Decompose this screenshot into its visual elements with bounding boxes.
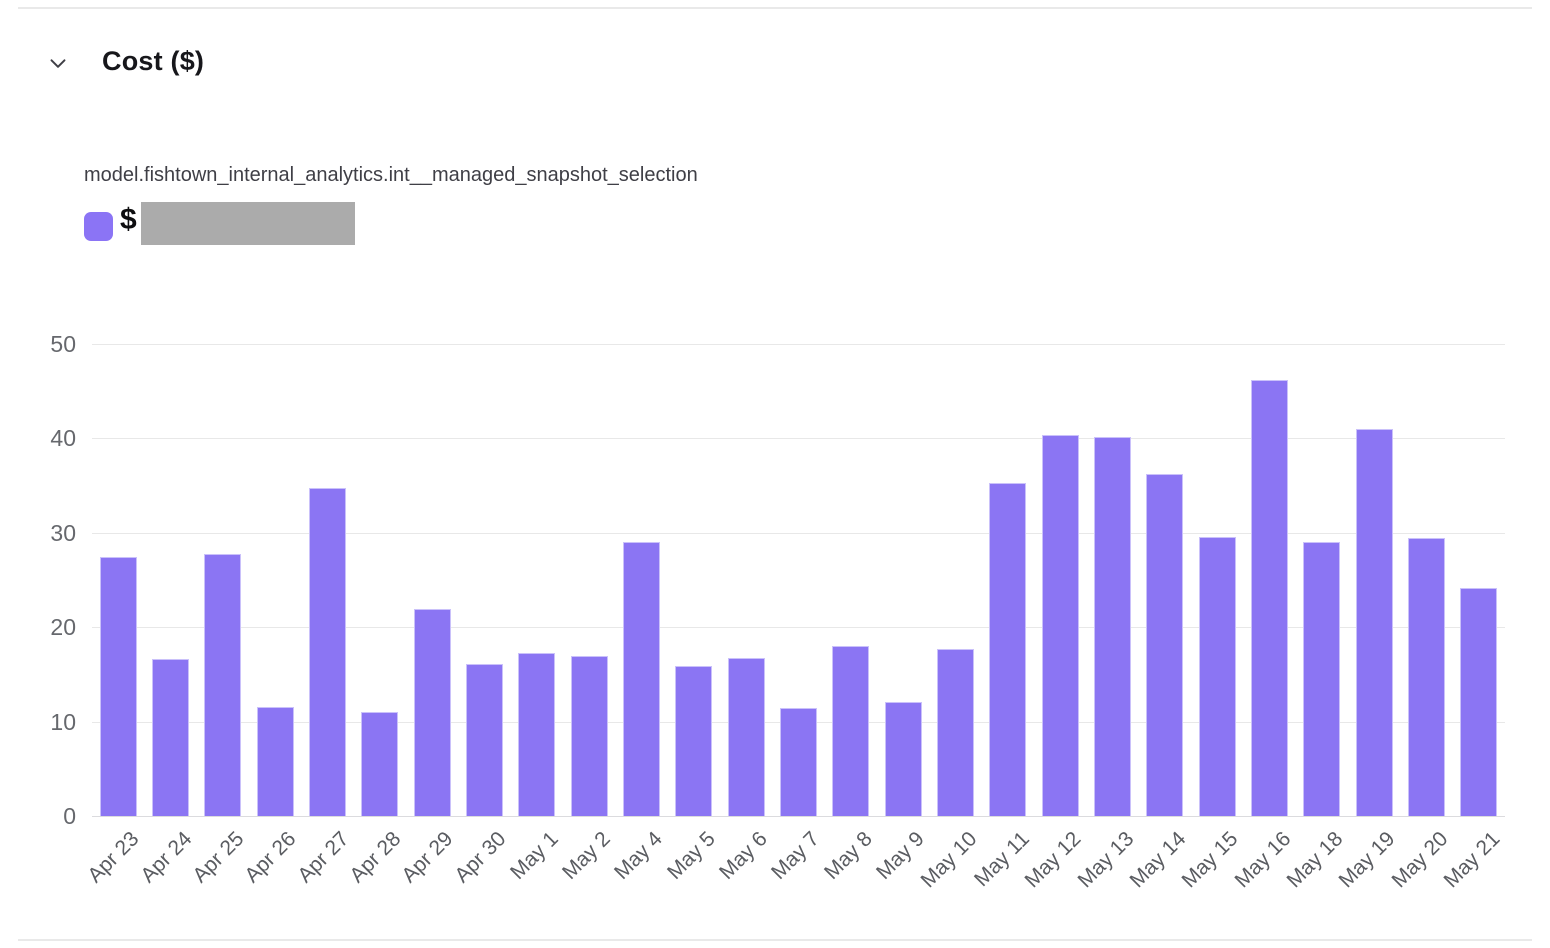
x-tick-label: May 5: [662, 827, 720, 884]
x-axis: Apr 23 Apr 24 Apr 25 Apr 26 Apr 27 Apr 28 Apr …: [84, 816, 1505, 936]
x-tick-label: May 20: [1387, 827, 1453, 893]
x-tick-label: May 1: [505, 827, 563, 884]
bar-may-19[interactable]: [1355, 428, 1393, 816]
gridline: [92, 344, 1505, 345]
x-tick-label: May 11: [969, 827, 1034, 892]
gridline: [92, 532, 1505, 534]
x-tick-label: May 16: [1230, 827, 1296, 893]
x-tick-label: May 13: [1073, 827, 1139, 893]
legend-item: $: [84, 200, 484, 248]
bar-may-6[interactable]: [727, 658, 765, 816]
x-tick-label: Apr 25: [188, 827, 249, 888]
bar-may-20[interactable]: [1408, 537, 1445, 816]
y-tick-label: 50: [50, 331, 76, 357]
bar-may-10[interactable]: [937, 648, 974, 816]
bar-may-8[interactable]: [832, 646, 870, 816]
top-divider: [18, 7, 1532, 9]
x-tick-label: Apr 28: [345, 827, 406, 888]
plot-area: [92, 344, 1505, 817]
y-tick-label: 10: [50, 708, 76, 735]
legend-swatch: [84, 212, 113, 241]
x-tick-label: May 6: [715, 827, 772, 884]
bar-apr-30[interactable]: [466, 664, 503, 816]
x-tick-label: May 4: [610, 827, 668, 884]
bottom-divider: [18, 939, 1532, 941]
bar-apr-25[interactable]: [204, 553, 242, 816]
bar-may-18[interactable]: [1303, 542, 1341, 816]
gridline: [92, 438, 1505, 440]
y-tick-label: 0: [63, 803, 76, 829]
bar-may-1[interactable]: [518, 652, 556, 816]
y-axis: 0 10 20 30 40 50: [0, 332, 76, 828]
series-name-label: model.fishtown_internal_analytics.int__m…: [84, 164, 698, 186]
bar-may-14[interactable]: [1146, 474, 1184, 816]
x-tick-label: Apr 23: [83, 827, 144, 888]
x-tick-label: Apr 29: [397, 827, 458, 888]
x-tick-label: May 19: [1334, 827, 1400, 893]
x-tick-label: May 7: [767, 827, 825, 884]
legend-value-prefix: $: [120, 203, 137, 236]
bar-may-2[interactable]: [570, 656, 608, 816]
bar-may-21[interactable]: [1460, 587, 1498, 816]
y-tick-label: 40: [50, 425, 76, 452]
gridline: [92, 627, 1505, 629]
gridline: [92, 816, 1505, 817]
bar-may-4[interactable]: [623, 542, 660, 816]
x-tick-label: Apr 24: [136, 827, 197, 888]
x-tick-label: May 15: [1177, 827, 1243, 893]
x-tick-label: Apr 26: [240, 827, 301, 888]
bar-may-12[interactable]: [1041, 434, 1079, 816]
bar-apr-26[interactable]: [256, 707, 294, 816]
x-tick-label: May 2: [558, 827, 615, 884]
x-tick-label: Apr 27: [293, 827, 354, 888]
bar-may-13[interactable]: [1094, 436, 1131, 816]
bar-may-16[interactable]: [1251, 379, 1288, 816]
y-tick-label: 30: [50, 519, 76, 546]
bar-may-7[interactable]: [780, 708, 817, 816]
x-tick-label: May 18: [1282, 827, 1348, 893]
bar-apr-28[interactable]: [361, 712, 399, 816]
x-tick-label: Apr 30: [450, 827, 511, 888]
bar-may-11[interactable]: [989, 482, 1027, 816]
collapse-section-button[interactable]: [44, 50, 72, 78]
bar-may-15[interactable]: [1198, 536, 1236, 816]
bar-apr-23[interactable]: [99, 557, 137, 816]
x-tick-label: May 8: [819, 827, 877, 884]
x-tick-label: May 14: [1125, 827, 1191, 893]
redacted-value: [141, 202, 355, 245]
bar-may-5[interactable]: [675, 665, 713, 816]
y-tick-label: 20: [50, 614, 76, 641]
section-title: Cost ($): [102, 46, 205, 76]
bar-apr-24[interactable]: [152, 659, 189, 816]
x-tick-label: May 12: [1020, 827, 1086, 893]
bar-apr-27[interactable]: [309, 488, 346, 816]
chevron-down-icon: [45, 59, 71, 79]
x-tick-label: May 10: [916, 827, 982, 893]
bar-may-9[interactable]: [884, 701, 922, 816]
bar-apr-29[interactable]: [413, 609, 451, 816]
x-tick-label: May 21: [1439, 827, 1505, 893]
